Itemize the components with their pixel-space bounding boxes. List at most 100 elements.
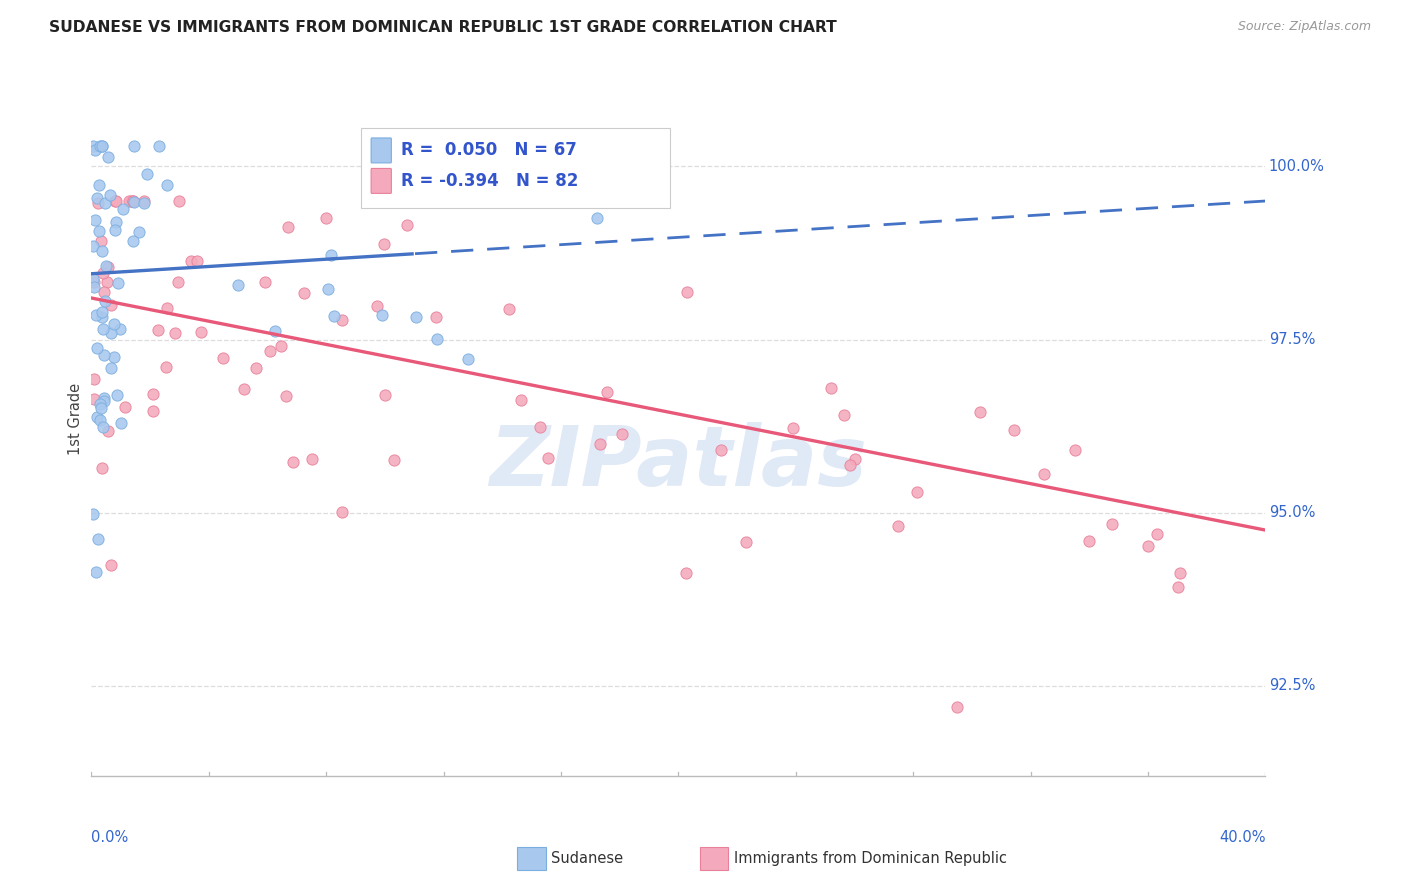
Text: 92.5%: 92.5% bbox=[1270, 679, 1315, 693]
Point bbox=[676, 285, 699, 300]
Point bbox=[120, 194, 142, 208]
Point bbox=[263, 324, 285, 338]
Point bbox=[148, 138, 170, 153]
Point bbox=[104, 194, 127, 208]
Point bbox=[945, 699, 967, 714]
Point bbox=[105, 194, 128, 208]
Point bbox=[91, 266, 114, 280]
Point bbox=[464, 190, 486, 204]
Text: Sudanese: Sudanese bbox=[551, 851, 623, 865]
Point bbox=[591, 138, 613, 153]
Point bbox=[1167, 580, 1189, 594]
Point bbox=[107, 276, 129, 290]
Point bbox=[510, 393, 533, 408]
Point bbox=[86, 410, 108, 425]
Point bbox=[782, 421, 804, 435]
Text: 40.0%: 40.0% bbox=[1219, 830, 1265, 845]
Point bbox=[94, 294, 117, 309]
Point bbox=[134, 196, 156, 211]
Point bbox=[1146, 526, 1168, 541]
Point bbox=[96, 259, 118, 273]
Point bbox=[834, 408, 856, 422]
Point bbox=[167, 275, 190, 289]
Point bbox=[232, 383, 254, 397]
Point bbox=[270, 339, 292, 353]
Point bbox=[89, 178, 111, 192]
Point bbox=[142, 404, 165, 418]
Point bbox=[103, 317, 125, 331]
Point bbox=[136, 168, 159, 182]
Point bbox=[382, 452, 405, 467]
Point bbox=[820, 381, 842, 395]
Point bbox=[83, 392, 105, 407]
Point bbox=[315, 211, 337, 226]
Point bbox=[1101, 516, 1123, 531]
Point bbox=[156, 301, 179, 316]
Point bbox=[84, 565, 107, 579]
FancyBboxPatch shape bbox=[361, 128, 669, 208]
Point bbox=[1078, 534, 1101, 549]
Point bbox=[321, 248, 343, 262]
Point bbox=[839, 458, 862, 472]
Point bbox=[675, 566, 697, 581]
Point bbox=[226, 277, 249, 292]
Point bbox=[96, 276, 118, 290]
Point bbox=[86, 196, 108, 211]
Point bbox=[426, 332, 449, 346]
Point bbox=[167, 194, 190, 208]
Point bbox=[457, 352, 479, 367]
Point bbox=[498, 302, 520, 317]
Point bbox=[371, 194, 394, 209]
Point bbox=[98, 188, 121, 202]
Point bbox=[1002, 423, 1025, 437]
Point bbox=[83, 213, 105, 227]
Point bbox=[212, 351, 235, 366]
Point bbox=[91, 304, 114, 318]
Text: ZIPatlas: ZIPatlas bbox=[489, 422, 868, 502]
Point bbox=[90, 401, 112, 415]
Point bbox=[121, 194, 143, 208]
Point bbox=[1063, 442, 1085, 457]
Point bbox=[1033, 467, 1056, 481]
Point bbox=[122, 234, 145, 248]
Point bbox=[537, 451, 560, 466]
Point bbox=[82, 271, 104, 285]
FancyBboxPatch shape bbox=[371, 138, 391, 163]
Point bbox=[589, 437, 612, 451]
Text: SUDANESE VS IMMIGRANTS FROM DOMINICAN REPUBLIC 1ST GRADE CORRELATION CHART: SUDANESE VS IMMIGRANTS FROM DOMINICAN RE… bbox=[49, 20, 837, 35]
Point bbox=[89, 138, 111, 153]
Point bbox=[128, 225, 150, 239]
Point bbox=[142, 387, 165, 401]
Point bbox=[122, 194, 145, 208]
Point bbox=[148, 322, 170, 336]
Point bbox=[90, 234, 112, 248]
Point bbox=[83, 372, 105, 386]
Point bbox=[156, 178, 179, 193]
Point bbox=[391, 194, 413, 208]
Point bbox=[292, 286, 315, 301]
Point bbox=[425, 310, 447, 325]
Point bbox=[1137, 539, 1160, 553]
Point bbox=[165, 326, 187, 340]
Point bbox=[586, 211, 609, 226]
Point bbox=[89, 397, 111, 411]
Text: 100.0%: 100.0% bbox=[1270, 159, 1324, 174]
Point bbox=[83, 279, 105, 293]
Text: 97.5%: 97.5% bbox=[1270, 332, 1315, 347]
Point bbox=[110, 417, 132, 431]
Point bbox=[94, 196, 117, 211]
Point bbox=[108, 322, 131, 336]
Point bbox=[969, 405, 991, 419]
Point bbox=[96, 150, 118, 164]
Point bbox=[105, 388, 128, 402]
Point bbox=[100, 558, 122, 572]
Point bbox=[122, 194, 145, 209]
Point bbox=[104, 223, 127, 237]
Point bbox=[277, 219, 299, 234]
Point bbox=[1168, 566, 1191, 580]
Point bbox=[91, 322, 114, 336]
Point bbox=[84, 308, 107, 322]
Point bbox=[91, 138, 114, 153]
Point bbox=[93, 348, 115, 362]
Text: Source: ZipAtlas.com: Source: ZipAtlas.com bbox=[1237, 20, 1371, 33]
